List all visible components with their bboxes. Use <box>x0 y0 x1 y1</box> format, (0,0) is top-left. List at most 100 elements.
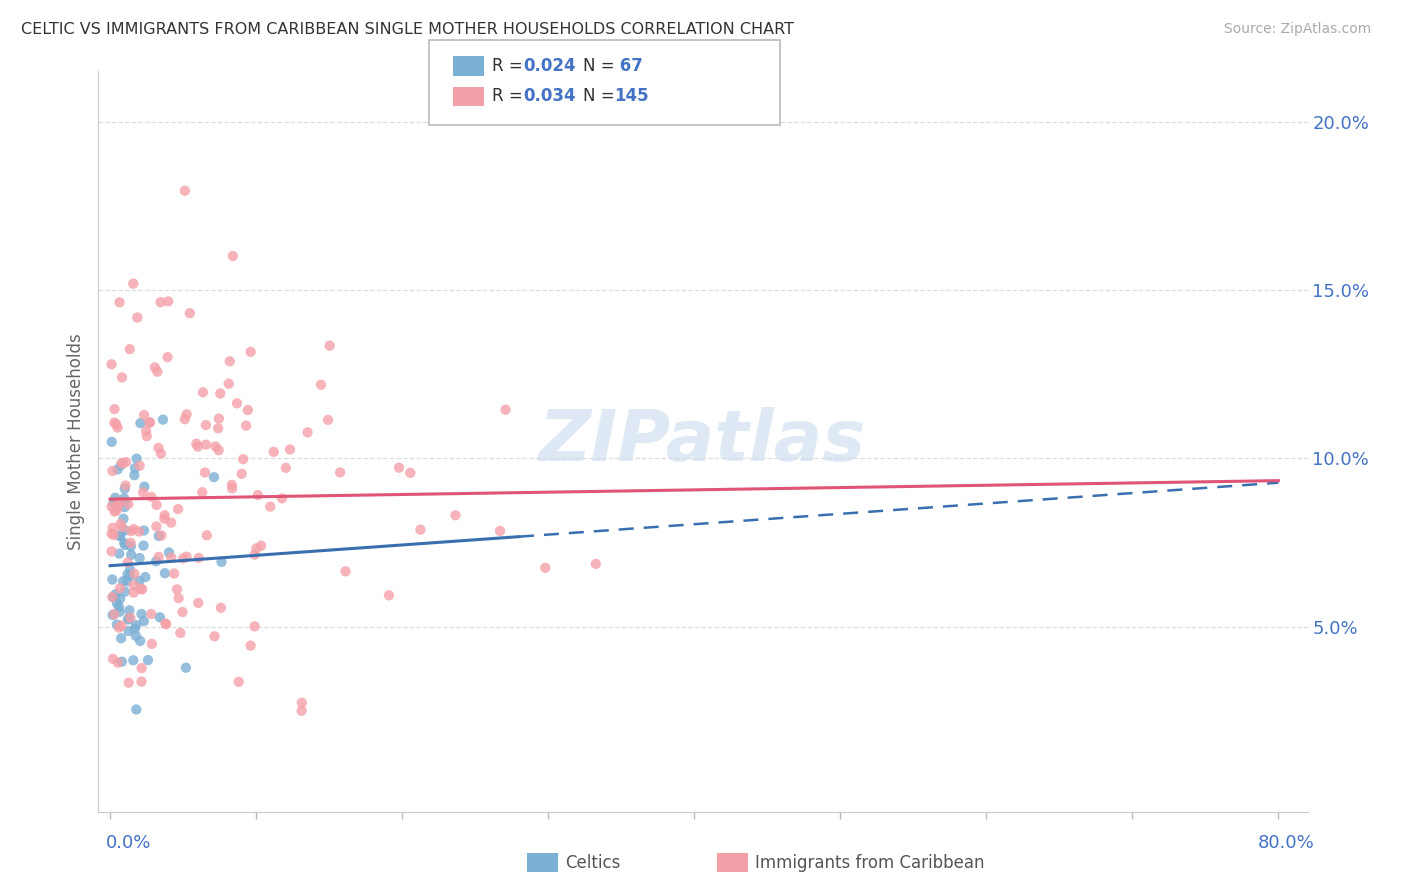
Point <box>118 611 141 625</box>
Point <box>246 488 269 502</box>
Point <box>125 618 148 632</box>
Point <box>149 295 172 310</box>
Point <box>132 524 155 538</box>
Point <box>104 587 127 601</box>
Point <box>136 653 159 667</box>
Point <box>138 416 160 430</box>
Point <box>100 544 122 558</box>
Point <box>135 429 157 443</box>
Point <box>444 508 467 523</box>
Point <box>128 458 150 473</box>
Point <box>259 500 281 514</box>
Point <box>110 457 132 471</box>
Text: CELTIC VS IMMIGRANTS FROM CARIBBEAN SINGLE MOTHER HOUSEHOLDS CORRELATION CHART: CELTIC VS IMMIGRANTS FROM CARIBBEAN SING… <box>21 22 794 37</box>
Point <box>231 467 253 481</box>
Point <box>134 479 156 493</box>
Point <box>103 504 125 518</box>
Point <box>118 563 141 577</box>
Y-axis label: Single Mother Households: Single Mother Households <box>67 334 86 549</box>
Point <box>211 555 233 569</box>
Point <box>187 440 209 454</box>
Point <box>204 629 226 643</box>
Point <box>110 618 132 632</box>
Point <box>176 549 198 564</box>
Point <box>110 516 132 531</box>
Point <box>174 661 197 675</box>
Point <box>107 656 129 670</box>
Point <box>239 344 262 359</box>
Point <box>243 619 266 633</box>
Point <box>143 360 166 375</box>
Point <box>145 498 167 512</box>
Point <box>108 591 131 606</box>
Point <box>103 591 125 605</box>
Point <box>153 511 176 525</box>
Point <box>110 458 132 472</box>
Point <box>129 582 152 596</box>
Point <box>263 444 285 458</box>
Point <box>239 639 262 653</box>
Point <box>145 519 167 533</box>
Text: 80.0%: 80.0% <box>1258 834 1315 852</box>
Point <box>176 408 198 422</box>
Point <box>118 569 141 583</box>
Text: ZIPatlas: ZIPatlas <box>540 407 866 476</box>
Point <box>187 550 209 565</box>
Point <box>128 551 150 566</box>
Point <box>124 566 146 581</box>
Point <box>148 441 170 455</box>
Point <box>291 704 314 718</box>
Point <box>117 613 139 627</box>
Point <box>108 599 131 614</box>
Point <box>149 610 172 624</box>
Point <box>100 500 122 514</box>
Point <box>207 421 229 435</box>
Point <box>131 661 153 675</box>
Point <box>129 416 152 430</box>
Point <box>120 610 142 624</box>
Point <box>160 550 183 565</box>
Point <box>329 466 352 480</box>
Point <box>114 584 136 599</box>
Point <box>132 408 155 422</box>
Text: 0.0%: 0.0% <box>105 834 150 852</box>
Point <box>318 338 340 352</box>
Point <box>399 466 422 480</box>
Point <box>534 561 557 575</box>
Point <box>167 591 190 606</box>
Point <box>120 540 142 554</box>
Point <box>125 451 148 466</box>
Point <box>316 413 339 427</box>
Text: N =: N = <box>583 87 620 105</box>
Point <box>141 607 163 621</box>
Point <box>118 603 141 617</box>
Text: Immigrants from Caribbean: Immigrants from Caribbean <box>755 854 984 871</box>
Point <box>226 396 249 410</box>
Point <box>218 354 240 368</box>
Point <box>100 526 122 541</box>
Point <box>111 370 134 384</box>
Point <box>243 548 266 562</box>
Point <box>221 482 243 496</box>
Text: 0.034: 0.034 <box>523 87 575 105</box>
Point <box>179 306 201 320</box>
Point <box>222 249 245 263</box>
Point <box>108 529 131 543</box>
Point <box>172 551 194 566</box>
Point <box>101 464 124 478</box>
Point <box>236 403 259 417</box>
Point <box>173 412 195 426</box>
Point <box>145 554 167 568</box>
Point <box>204 439 226 453</box>
Point <box>117 567 139 582</box>
Point <box>114 538 136 552</box>
Point <box>120 548 142 562</box>
Point <box>195 528 218 542</box>
Point <box>152 412 174 426</box>
Point <box>489 524 512 538</box>
Point <box>117 556 139 570</box>
Point <box>218 376 240 391</box>
Point <box>150 528 173 542</box>
Point <box>132 539 155 553</box>
Text: R =: R = <box>492 87 529 105</box>
